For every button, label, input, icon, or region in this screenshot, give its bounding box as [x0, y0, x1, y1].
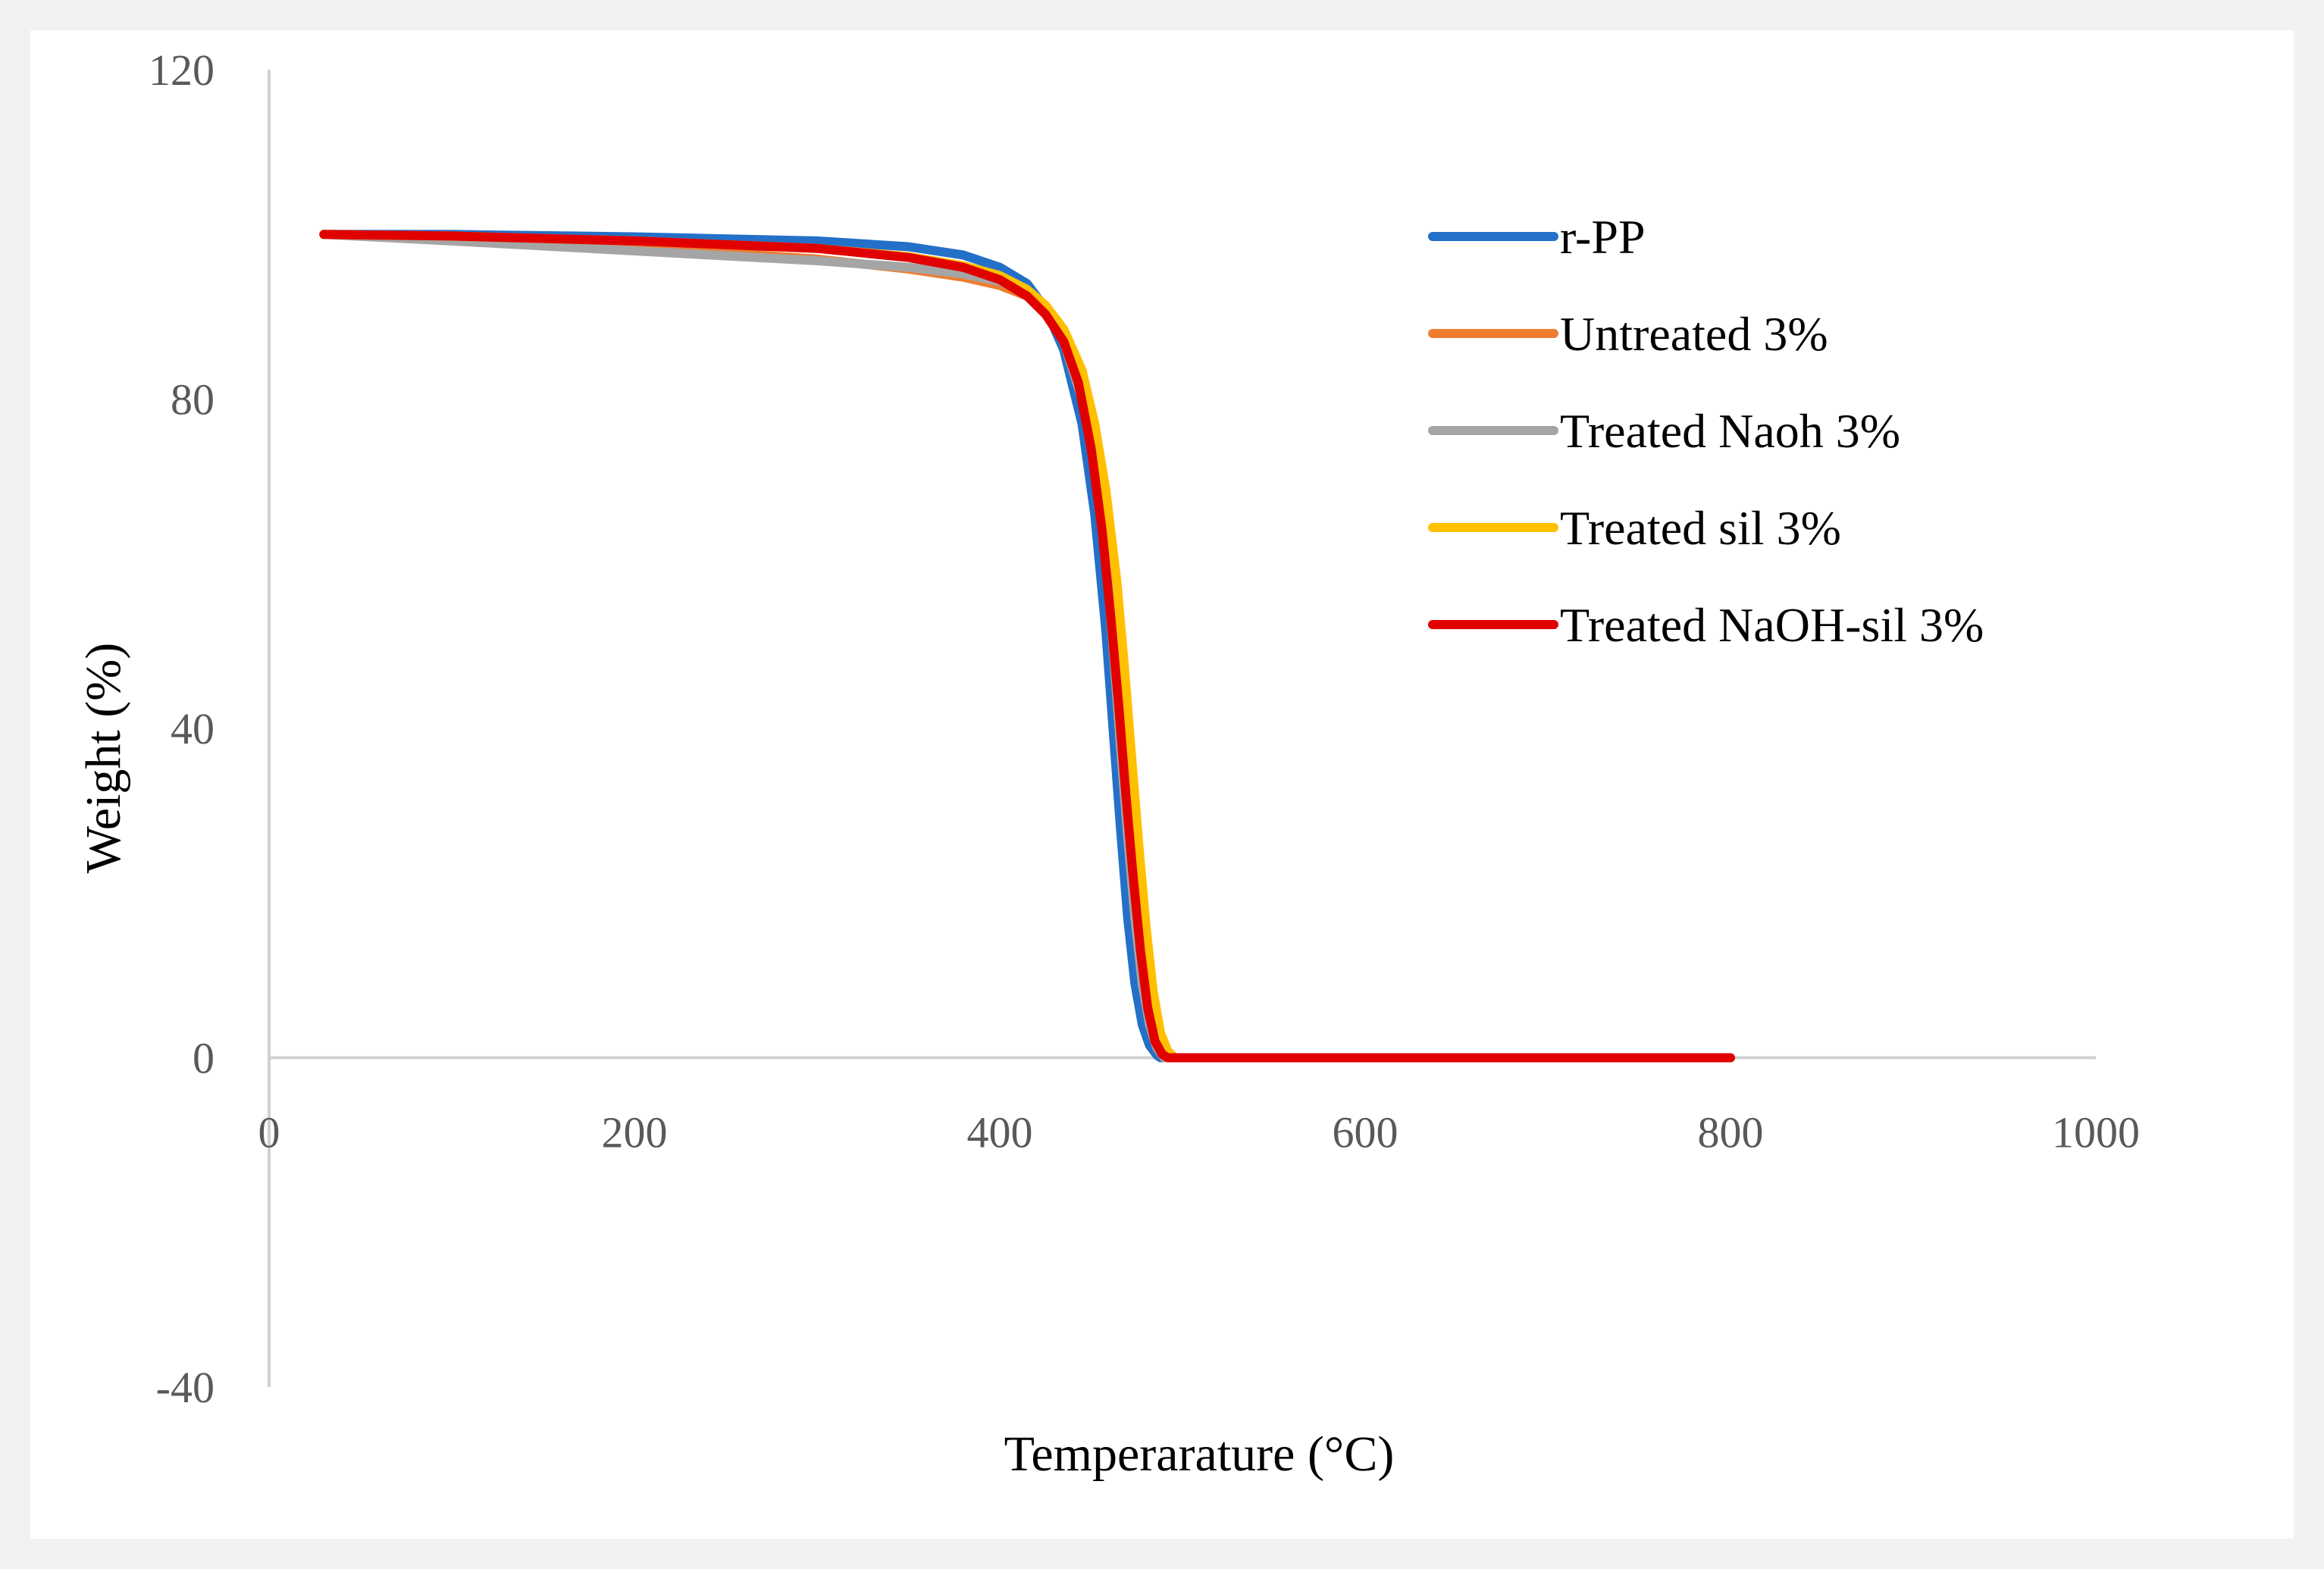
- legend-label: Treated Naoh 3%: [1560, 404, 1900, 458]
- legend-label: Treated sil 3%: [1560, 501, 1841, 555]
- y-axis-title: Weight (%): [76, 643, 131, 873]
- y-tick-label: 120: [149, 45, 215, 95]
- y-tick-label: 0: [193, 1034, 215, 1083]
- y-tick-label: 40: [171, 704, 215, 753]
- x-tick-label: 800: [1698, 1108, 1764, 1157]
- x-tick-label: 1000: [2052, 1108, 2140, 1157]
- chart-frame: -40 0 40 80 120 0 200 400 600 800 1000 r-PP Untreat…: [30, 30, 2294, 1539]
- x-tick-label: 400: [967, 1108, 1033, 1157]
- y-tick-label: 80: [171, 375, 215, 424]
- series-line-2: [319, 230, 1735, 1063]
- series-line-5: [319, 230, 1735, 1063]
- legend-label: Treated NaOH-sil 3%: [1560, 598, 1984, 652]
- y-tick-label: -40: [156, 1363, 215, 1412]
- series-line-4: [319, 230, 1735, 1063]
- legend-label: r-PP: [1560, 210, 1646, 264]
- x-axis-title: Temperarature (°C): [1004, 1427, 1395, 1482]
- legend-label: Untreated 3%: [1560, 307, 1828, 361]
- x-tick-label: 600: [1333, 1108, 1398, 1157]
- series-layer: [319, 230, 1735, 1063]
- series-line-1: [319, 230, 1735, 1063]
- series-line-3: [319, 230, 1735, 1063]
- tga-line-chart: -40 0 40 80 120 0 200 400 600 800 1000 r-PP Untreat…: [76, 45, 2140, 1482]
- axes-layer: -40 0 40 80 120 0 200 400 600 800 1000: [149, 45, 2140, 1412]
- x-tick-label: 0: [258, 1108, 280, 1157]
- x-tick-label: 200: [602, 1108, 668, 1157]
- legend-layer: r-PP Untreated 3% Treated Naoh 3% Treated s…: [1428, 210, 1984, 652]
